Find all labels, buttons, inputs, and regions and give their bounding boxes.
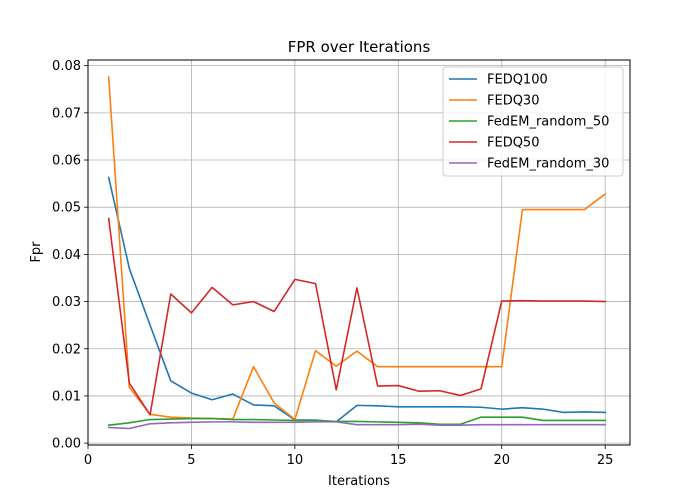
y-tick-label: 0.07 (52, 106, 81, 121)
legend-label-fedq100: FEDQ100 (487, 73, 548, 88)
y-tick-label: 0.02 (52, 342, 81, 357)
series-line-fedem-random-30 (107, 421, 606, 430)
axis-ticks: 0 5 10 15 20 25 0.00 0.01 0.02 0.03 0.04 0.05 0.06 0.… (52, 59, 613, 468)
legend-label-fedem-random-30: FedEM_random_30 (487, 157, 609, 172)
x-axis-label: Iterations (328, 474, 390, 489)
x-tick-label: 15 (390, 453, 407, 468)
x-tick-label: 20 (493, 453, 510, 468)
y-axis-label: Fpr (29, 241, 44, 263)
y-tick-label: 0.00 (52, 437, 81, 452)
legend-label-fedq50: FEDQ50 (487, 136, 539, 151)
series-line-fedq100 (107, 176, 606, 423)
legend-box (442, 66, 624, 177)
plot-frame (87, 59, 631, 446)
y-tick-label: 0.03 (52, 295, 81, 310)
y-tick-label: 0.01 (52, 389, 81, 404)
x-tick-label: 10 (287, 453, 304, 468)
series-lines (107, 76, 607, 430)
x-tick-label: 0 (84, 453, 92, 468)
x-tick-label: 25 (597, 453, 614, 468)
legend-label-fedq30: FEDQ30 (487, 94, 539, 109)
y-tick-label: 0.06 (52, 154, 81, 169)
y-tick-label: 0.05 (52, 201, 81, 216)
x-tick-label: 5 (187, 453, 195, 468)
series-line-fedem-random-50 (107, 416, 606, 427)
y-tick-label: 0.08 (52, 59, 81, 74)
legend-label-fedem-random-50: FedEM_random_50 (487, 115, 609, 130)
chart-title: FPR over Iterations (288, 38, 431, 56)
y-tick-label: 0.04 (52, 248, 81, 263)
series-line-fedq50 (107, 217, 606, 416)
legend: FEDQ100 FEDQ30 FedEM_random_50 FEDQ50 FedEM_… (442, 66, 624, 177)
